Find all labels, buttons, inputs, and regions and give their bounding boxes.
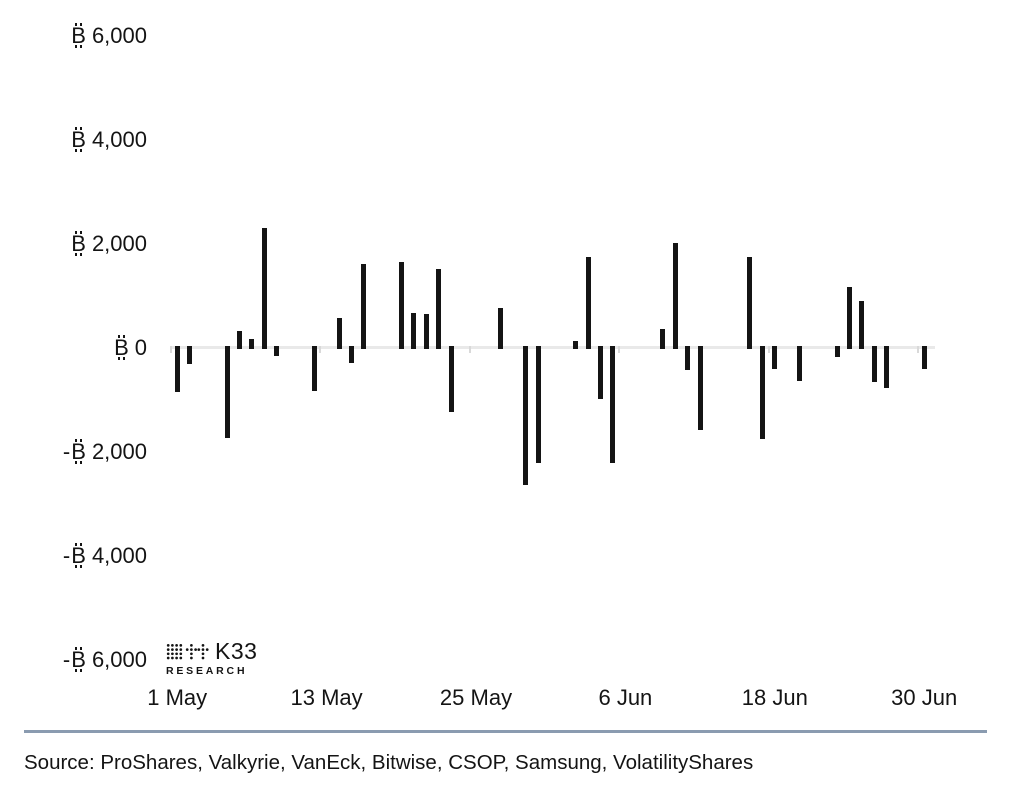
logo-top-row: K33 <box>166 640 262 663</box>
bar <box>834 346 840 358</box>
x-axis-label: 13 May <box>290 685 363 710</box>
bar <box>797 346 803 382</box>
source-line: Source: ProShares, Valkyrie, VanEck, Bit… <box>24 751 754 774</box>
bar <box>261 227 267 350</box>
bar <box>423 313 429 350</box>
bitcoin-icon: B <box>71 23 86 48</box>
y-label-number: 6,000 <box>91 647 147 672</box>
k33-research-logo: K33 RESEARCH <box>166 640 262 678</box>
bar <box>759 346 765 440</box>
bar <box>274 346 280 357</box>
bar <box>884 346 890 388</box>
bar <box>311 346 317 392</box>
y-label-sign: - <box>62 543 71 568</box>
bar <box>236 330 242 350</box>
y-label-number: 2,000 <box>91 231 147 256</box>
x-axis-tick <box>319 346 322 353</box>
x-axis-tick <box>468 346 471 353</box>
x-axis-tick <box>618 346 621 353</box>
x-axis-label: 30 Jun <box>891 685 958 710</box>
bar <box>336 318 342 350</box>
divider-line <box>24 730 987 733</box>
bitcoin-icon: B <box>114 335 129 360</box>
y-axis-label: -B 6,000 <box>62 647 147 672</box>
y-axis-label: B 6,000 <box>70 23 147 48</box>
bar <box>585 256 591 350</box>
x-axis-label: 25 May <box>439 685 513 710</box>
bar <box>249 338 255 350</box>
bar <box>448 346 454 412</box>
bar <box>535 346 541 463</box>
bar <box>610 346 616 464</box>
bar <box>598 346 603 400</box>
y-axis-label: -B 4,000 <box>62 543 147 568</box>
bar <box>174 346 180 392</box>
y-axis-label: B 2,000 <box>70 231 147 256</box>
bar <box>398 261 404 350</box>
y-axis-label: B 4,000 <box>70 127 147 152</box>
x-axis-zero-line <box>171 345 935 349</box>
x-axis-label: 6 Jun <box>598 685 653 710</box>
y-label-sign: - <box>62 647 71 672</box>
k33-logo-dots-icon <box>166 644 209 660</box>
bitcoin-icon: B <box>71 647 86 672</box>
y-label-number: 6,000 <box>91 23 147 48</box>
bar <box>523 346 529 486</box>
bitcoin-icon: B <box>71 439 86 464</box>
bar <box>224 346 230 439</box>
bar <box>660 329 666 350</box>
x-axis-tick <box>917 346 919 353</box>
bar <box>747 256 753 350</box>
logo-research-text: RESEARCH <box>166 665 248 677</box>
bar <box>349 346 354 364</box>
bar <box>187 346 193 365</box>
y-label-sign: - <box>62 439 71 464</box>
y-label-number: 0 <box>134 335 147 360</box>
bar <box>871 346 877 382</box>
bar <box>859 300 865 350</box>
y-label-number: 2,000 <box>91 439 147 464</box>
bar <box>772 346 778 370</box>
y-axis-label: -B 2,000 <box>62 439 147 464</box>
bar <box>921 346 927 370</box>
bar <box>361 264 367 350</box>
x-axis-tick <box>767 346 770 353</box>
bar <box>411 313 417 350</box>
bar <box>436 268 442 350</box>
y-label-number: 4,000 <box>91 127 147 152</box>
bar <box>498 307 504 350</box>
bitcoin-icon: B <box>71 127 86 152</box>
x-axis-label: 1 May <box>147 685 208 710</box>
y-label-number: 4,000 <box>91 543 147 568</box>
bar <box>685 346 691 371</box>
bar <box>697 346 703 430</box>
bar <box>672 242 678 350</box>
logo-k33-text: K33 <box>215 638 258 664</box>
bitcoin-icon: B <box>71 231 86 256</box>
x-axis-tick <box>170 346 172 353</box>
x-axis-label: 18 Jun <box>741 685 808 710</box>
bar <box>847 286 852 350</box>
bitcoin-icon: B <box>71 543 86 568</box>
bar <box>573 341 579 350</box>
